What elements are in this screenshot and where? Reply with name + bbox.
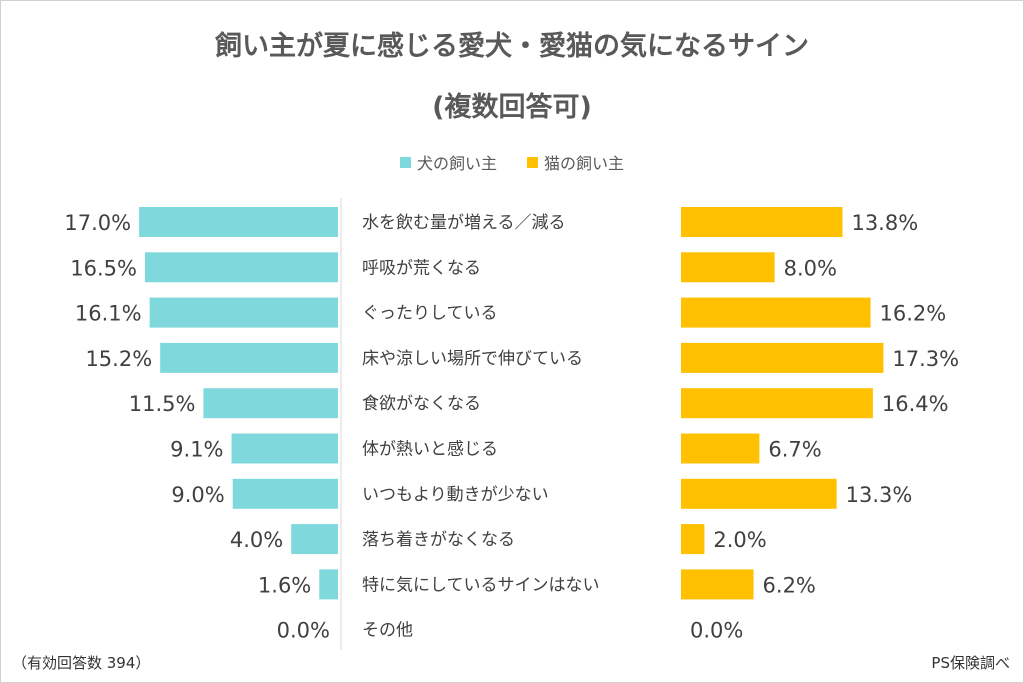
bar-cat [681,297,871,328]
bar-dog [203,388,338,419]
category-label: 特に気にしているサインはない [362,575,600,595]
footnote-source: PS保険調べ [931,654,1010,672]
category-label: 体が熱いと感じる [362,440,498,460]
data-label-dog: 9.1% [170,438,223,462]
data-label-cat: 6.2% [763,573,816,597]
bar-dog [319,569,338,600]
bar-cat [681,342,884,373]
bar-cat [681,524,705,555]
bar-dog [232,478,338,509]
bar-cat [681,433,760,464]
category-label: その他 [362,621,413,641]
legend: 犬の飼い主 猫の飼い主 [0,150,1024,174]
category-label: 床や涼しい場所で伸びている [362,349,583,369]
bar-dog [291,524,338,555]
legend-label-cat: 猫の飼い主 [544,154,625,173]
category-label: 食欲がなくなる [362,394,481,414]
data-label-cat: 16.4% [882,392,949,416]
bar-dog [160,342,338,373]
data-label-cat: 6.7% [768,438,821,462]
category-label: ぐったりしている [362,304,498,324]
legend-label-dog: 犬の飼い主 [416,154,497,173]
data-label-cat: 13.8% [851,211,918,235]
legend-swatch-dog [399,156,411,168]
data-label-dog: 4.0% [230,528,283,552]
chart-title: 飼い主が夏に感じる愛犬・愛猫の気になるサイン [215,31,809,62]
legend-swatch-cat [527,156,538,168]
bar-cat [681,478,837,509]
data-label-dog: 17.0% [64,211,131,235]
category-label: 落ち着きがなくなる [362,530,515,550]
data-label-cat: 8.0% [784,256,837,280]
legend-item-dog: 犬の飼い主 [399,150,497,174]
data-label-dog: 11.5% [129,392,196,416]
data-label-dog: 1.6% [258,573,311,597]
category-label: いつもより動きが少ない [362,485,549,505]
bar-cat [681,569,754,600]
data-label-dog: 16.5% [70,256,137,280]
data-label-dog: 0.0% [277,619,330,643]
data-label-dog: 15.2% [85,347,152,371]
bar-cat [681,388,873,419]
bar-dog [139,207,338,237]
data-label-dog: 16.1% [75,302,142,326]
category-label: 水を飲む量が増える／減る [362,213,566,233]
bar-dog [231,433,338,464]
bar-cat [681,207,843,237]
chart-subtitle: (複数回答可) [432,92,592,123]
footnote-sample-size: （有効回答数 394） [12,654,151,672]
category-label: 呼吸が荒くなる [362,258,481,278]
data-label-cat: 2.0% [713,528,766,552]
bar-dog [149,297,338,328]
bar-cat [681,252,775,283]
data-label-cat: 16.2% [880,302,947,326]
data-label-cat: 13.3% [846,483,913,507]
legend-item-cat: 猫の飼い主 [527,150,624,174]
data-label-cat: 17.3% [892,347,959,371]
bar-dog [144,252,338,283]
data-label-dog: 9.0% [171,483,224,507]
data-label-cat: 0.0% [690,619,743,643]
